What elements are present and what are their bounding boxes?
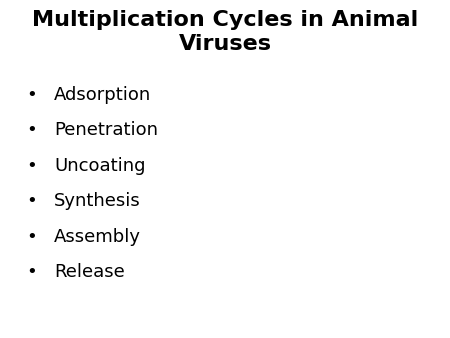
Text: •: • [26,192,37,210]
Text: Adsorption: Adsorption [54,86,151,104]
Text: Release: Release [54,263,125,281]
Text: Penetration: Penetration [54,121,158,139]
Text: Synthesis: Synthesis [54,192,141,210]
Text: •: • [26,121,37,139]
Text: •: • [26,86,37,104]
Text: •: • [26,227,37,246]
Text: •: • [26,263,37,281]
Text: Multiplication Cycles in Animal
Viruses: Multiplication Cycles in Animal Viruses [32,10,418,54]
Text: •: • [26,156,37,175]
Text: Assembly: Assembly [54,227,141,246]
Text: Uncoating: Uncoating [54,156,145,175]
